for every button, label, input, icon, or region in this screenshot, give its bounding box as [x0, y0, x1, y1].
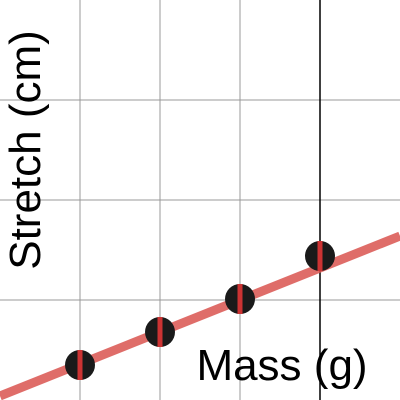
x-axis-label: Mass (g) — [196, 341, 367, 390]
y-axis-label: Stretch (cm) — [1, 30, 50, 270]
points-group — [65, 241, 335, 380]
